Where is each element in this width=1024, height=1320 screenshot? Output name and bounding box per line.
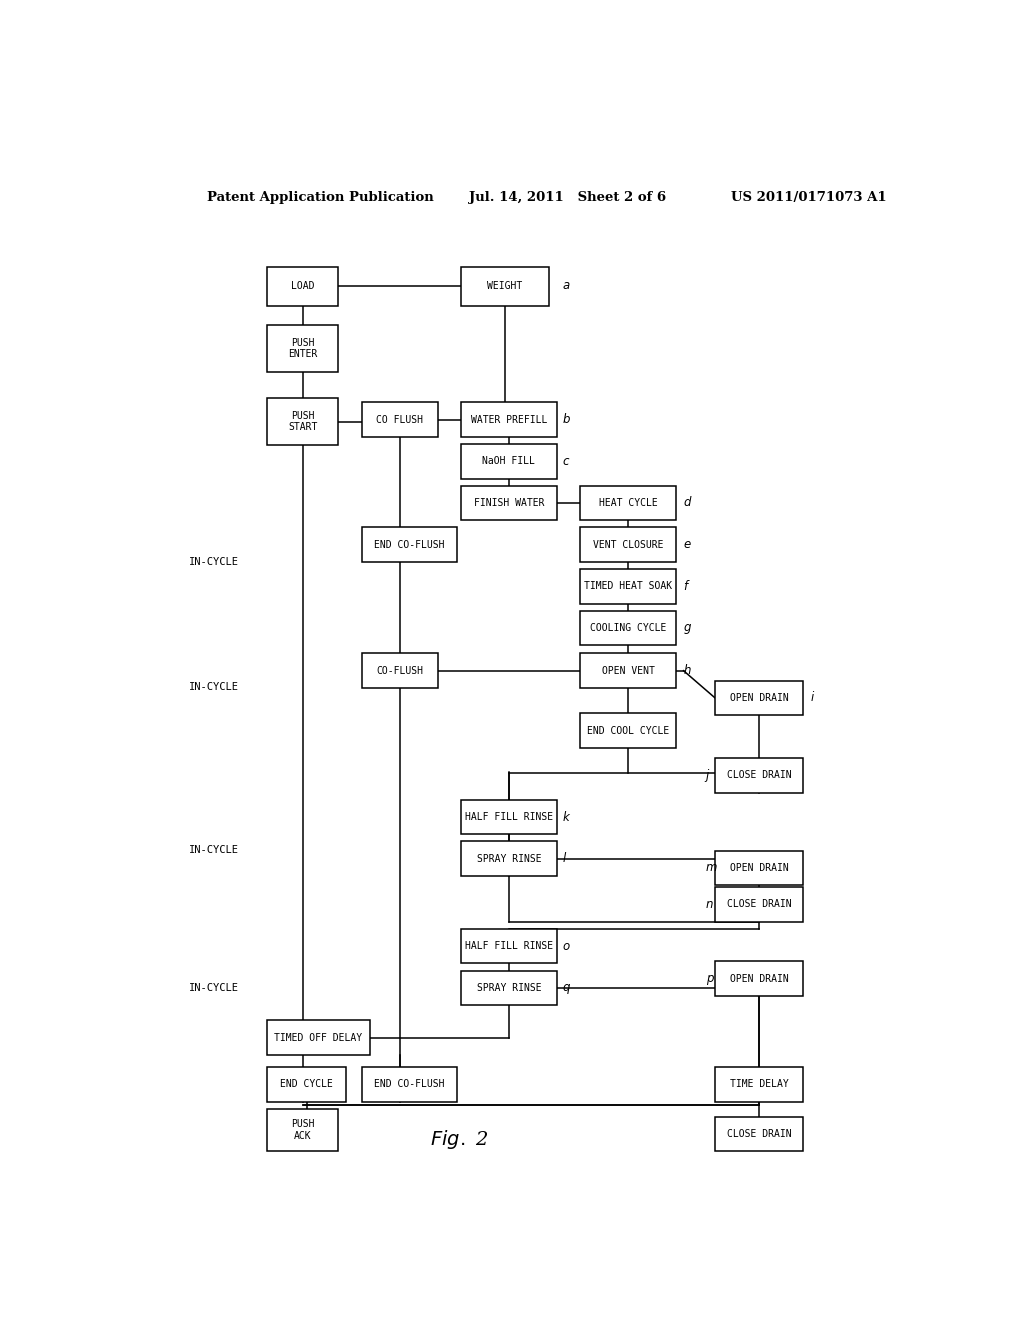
Text: CO FLUSH: CO FLUSH <box>376 414 423 425</box>
Text: END CO-FLUSH: END CO-FLUSH <box>375 1080 445 1089</box>
Text: IN-CYCLE: IN-CYCLE <box>188 983 239 993</box>
Text: q: q <box>563 981 570 994</box>
Bar <box>581 528 676 562</box>
Text: WATER PREFILL: WATER PREFILL <box>471 414 547 425</box>
Text: o: o <box>563 940 570 953</box>
Text: Patent Application Publication: Patent Application Publication <box>207 190 434 203</box>
Text: FINISH WATER: FINISH WATER <box>474 498 544 508</box>
Text: PUSH
ACK: PUSH ACK <box>291 1119 314 1140</box>
Bar <box>715 850 803 886</box>
Bar <box>362 403 437 437</box>
Text: PUSH
ENTER: PUSH ENTER <box>288 338 317 359</box>
Bar <box>715 758 803 792</box>
Bar <box>581 713 676 748</box>
Bar <box>581 611 676 645</box>
Text: HALF FILL RINSE: HALF FILL RINSE <box>465 812 553 822</box>
Text: CLOSE DRAIN: CLOSE DRAIN <box>727 771 792 780</box>
Bar <box>461 929 557 964</box>
Text: OPEN DRAIN: OPEN DRAIN <box>729 693 788 704</box>
Text: PUSH
START: PUSH START <box>288 411 317 433</box>
Bar <box>267 1067 346 1102</box>
Bar <box>581 653 676 688</box>
Text: TIMED HEAT SOAK: TIMED HEAT SOAK <box>584 581 672 591</box>
Text: CLOSE DRAIN: CLOSE DRAIN <box>727 899 792 909</box>
Bar <box>267 267 338 306</box>
Text: j: j <box>706 768 709 781</box>
Text: CO-FLUSH: CO-FLUSH <box>376 665 423 676</box>
Bar <box>461 970 557 1005</box>
Text: h: h <box>684 664 691 677</box>
Bar <box>581 569 676 603</box>
Bar <box>715 1067 803 1102</box>
Text: d: d <box>684 496 691 510</box>
Text: SPRAY RINSE: SPRAY RINSE <box>476 854 542 863</box>
Text: LOAD: LOAD <box>291 281 314 292</box>
Text: OPEN DRAIN: OPEN DRAIN <box>729 863 788 873</box>
Bar <box>461 486 557 520</box>
Bar <box>715 1117 803 1151</box>
Text: END CYCLE: END CYCLE <box>281 1080 333 1089</box>
Bar <box>267 325 338 372</box>
Text: i: i <box>811 690 814 704</box>
Text: b: b <box>563 413 570 426</box>
Text: END COOL CYCLE: END COOL CYCLE <box>587 726 669 735</box>
Text: CLOSE DRAIN: CLOSE DRAIN <box>727 1129 792 1139</box>
Bar <box>267 1020 370 1055</box>
Bar <box>362 653 437 688</box>
Bar <box>581 486 676 520</box>
Text: p: p <box>706 972 714 985</box>
Text: END CO-FLUSH: END CO-FLUSH <box>375 540 445 549</box>
Text: g: g <box>684 622 691 635</box>
Text: l: l <box>563 853 566 865</box>
Text: OPEN VENT: OPEN VENT <box>601 665 654 676</box>
Text: TIME DELAY: TIME DELAY <box>729 1080 788 1089</box>
Text: a: a <box>563 279 570 292</box>
Bar <box>715 681 803 715</box>
Text: k: k <box>563 810 569 824</box>
Bar <box>461 403 557 437</box>
Text: $\mathit{Fig.}$ 2: $\mathit{Fig.}$ 2 <box>430 1127 488 1151</box>
Bar <box>362 528 458 562</box>
Text: n: n <box>706 898 714 911</box>
Text: m: m <box>706 862 717 874</box>
Bar <box>461 841 557 876</box>
Text: TIMED OFF DELAY: TIMED OFF DELAY <box>274 1032 362 1043</box>
Text: e: e <box>684 539 691 552</box>
Text: OPEN DRAIN: OPEN DRAIN <box>729 974 788 983</box>
Text: COOLING CYCLE: COOLING CYCLE <box>590 623 667 634</box>
Bar <box>715 961 803 995</box>
Text: Jul. 14, 2011   Sheet 2 of 6: Jul. 14, 2011 Sheet 2 of 6 <box>469 190 667 203</box>
Text: VENT CLOSURE: VENT CLOSURE <box>593 540 664 549</box>
Text: IN-CYCLE: IN-CYCLE <box>188 557 239 566</box>
Text: HEAT CYCLE: HEAT CYCLE <box>599 498 657 508</box>
Bar <box>461 444 557 479</box>
Bar <box>267 1109 338 1151</box>
Text: IN-CYCLE: IN-CYCLE <box>188 682 239 692</box>
Bar <box>267 399 338 445</box>
Bar <box>362 1067 458 1102</box>
Text: f: f <box>684 579 688 593</box>
Text: c: c <box>563 455 569 467</box>
Text: NaOH FILL: NaOH FILL <box>482 457 536 466</box>
Text: US 2011/0171073 A1: US 2011/0171073 A1 <box>731 190 887 203</box>
Text: IN-CYCLE: IN-CYCLE <box>188 845 239 854</box>
Bar <box>461 800 557 834</box>
Text: HALF FILL RINSE: HALF FILL RINSE <box>465 941 553 952</box>
Bar <box>461 267 549 306</box>
Bar <box>715 887 803 921</box>
Text: WEIGHT: WEIGHT <box>487 281 522 292</box>
Text: SPRAY RINSE: SPRAY RINSE <box>476 983 542 993</box>
